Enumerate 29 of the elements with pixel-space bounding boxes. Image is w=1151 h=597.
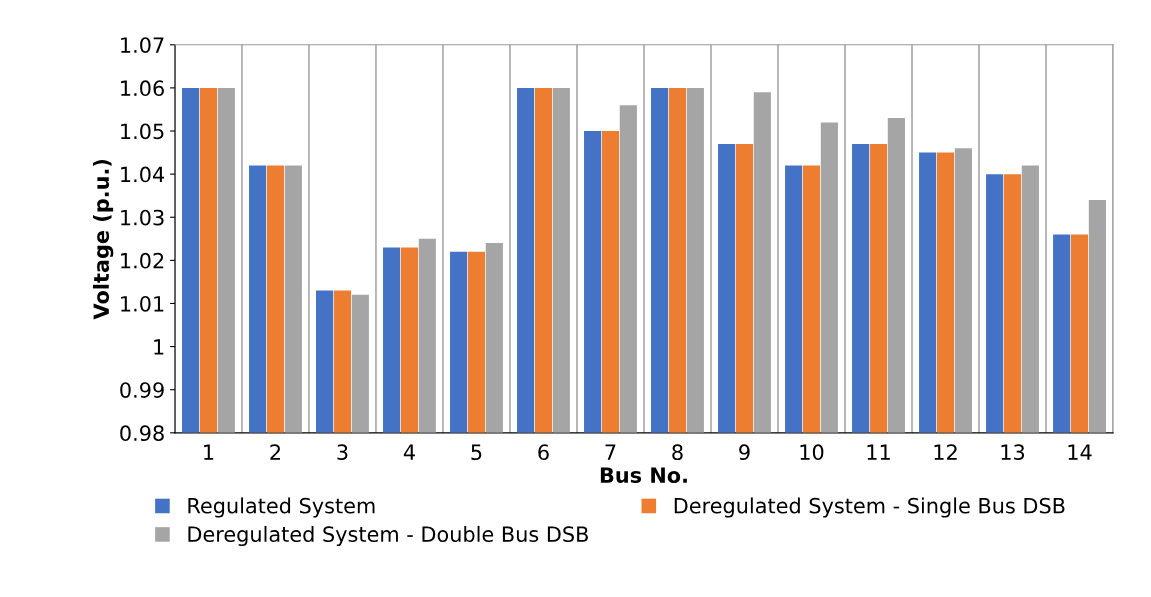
- y-axis-title: Voltage (p.u.): [92, 159, 114, 320]
- x-tick-label: 1: [204, 444, 214, 460]
- x-axis-title: Bus No.: [600, 467, 687, 483]
- x-tick-label: 4: [403, 444, 415, 460]
- x-tick-label: 6: [538, 444, 549, 461]
- y-tick-label: 1.06: [121, 80, 164, 97]
- x-tick-label: 12: [934, 444, 957, 460]
- x-tick-label: 7: [605, 444, 616, 460]
- legend-label: Deregulated System - Double Bus DSB: [188, 525, 588, 547]
- y-tick-label: 0.98: [120, 425, 164, 442]
- x-tick-label: 9: [739, 444, 750, 461]
- y-tick-label: 1.07: [121, 37, 164, 53]
- legend-label: Regulated System: [188, 497, 375, 518]
- x-tick-label: 10: [800, 444, 824, 461]
- x-tick-label: 14: [1068, 444, 1092, 460]
- x-tick-label: 5: [471, 444, 482, 461]
- y-tick-label: 1.02: [121, 252, 164, 269]
- y-tick-label: 1.03: [121, 209, 164, 226]
- legend-label: Deregulated System - Single Bus DSB: [674, 497, 1065, 518]
- x-tick-label: 2: [270, 444, 280, 460]
- y-tick-label: 1: [154, 339, 164, 355]
- y-tick-label: 1.04: [121, 166, 165, 183]
- x-tick-label: 3: [337, 444, 348, 461]
- y-tick-label: 1.01: [121, 295, 164, 312]
- y-tick-label: 1.05: [121, 123, 164, 140]
- x-tick-label: 11: [867, 444, 890, 460]
- x-tick-label: 8: [672, 444, 683, 461]
- x-tick-label: 13: [1001, 444, 1025, 461]
- y-tick-label: 0.99: [120, 382, 164, 398]
